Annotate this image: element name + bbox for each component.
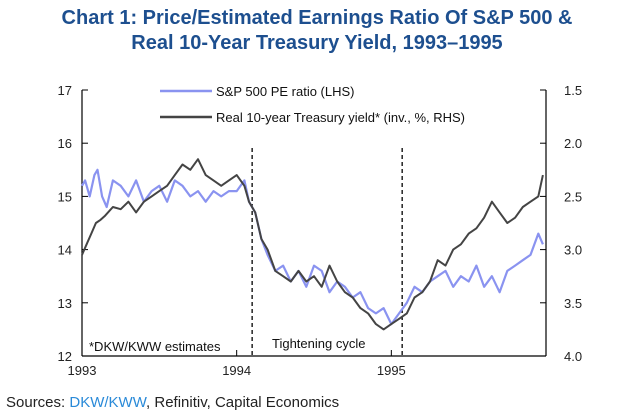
x-tick-label: 1995 [377, 363, 406, 378]
y-right-tick-label: 3.5 [564, 296, 582, 311]
y-right-tick-label: 1.5 [564, 83, 582, 98]
y-left-tick-label: 17 [58, 83, 72, 98]
y-left-tick-label: 14 [58, 243, 72, 258]
x-tick-label: 1994 [222, 363, 251, 378]
chart-title: Chart 1: Price/Estimated Earnings Ratio … [0, 6, 634, 56]
chart-area: 12 13 14 15 16 17 1.5 2.0 2.5 3.0 3.5 4.0 1993 1994 19… [58, 83, 583, 378]
annotation-tightening-cycle: Tightening cycle [272, 336, 365, 351]
y-left-tick-label: 15 [58, 189, 72, 204]
annotation-estimates: *DKW/KWW estimates [89, 339, 221, 354]
tightening-markers [251, 148, 403, 356]
chart-title-line-1: Chart 1: Price/Estimated Earnings Ratio … [61, 7, 573, 29]
y-left-tick-label: 16 [58, 136, 72, 151]
y-right-tick-label: 2.0 [564, 136, 582, 151]
x-tick-label: 1993 [68, 363, 97, 378]
source-highlight: DKW/KWW [69, 394, 147, 411]
legend-item-real-yield: Real 10-year Treasury yield* (inv., %, R… [216, 110, 465, 125]
y-right-tick-label: 3.0 [564, 243, 582, 258]
series-lines [81, 158, 544, 331]
y-right-tick-label: 4.0 [564, 349, 582, 364]
source-rest: , Refinitiv, Capital Economics [146, 394, 340, 411]
axes: 12 13 14 15 16 17 1.5 2.0 2.5 3.0 3.5 4.0 1993 1994 19… [58, 83, 583, 378]
source-note: Sources: DKW/KWW, Refinitiv, Capital Eco… [6, 394, 339, 411]
series-line-real-yield [81, 158, 544, 331]
legend-item-pe-ratio: S&P 500 PE ratio (LHS) [216, 84, 355, 99]
chart-title-line-2: Real 10-Year Treasury Yield, 1993–1995 [131, 32, 503, 54]
source-prefix: Sources: [6, 394, 70, 411]
y-left-tick-label: 12 [58, 349, 72, 364]
y-left-tick-label: 13 [58, 296, 72, 311]
legend: S&P 500 PE ratio (LHS) Real 10-year Treas… [160, 84, 465, 125]
annotations: *DKW/KWW estimates Tightening cycle [89, 336, 365, 354]
series-line-pe-ratio [81, 168, 544, 326]
y-right-tick-label: 2.5 [564, 189, 582, 204]
